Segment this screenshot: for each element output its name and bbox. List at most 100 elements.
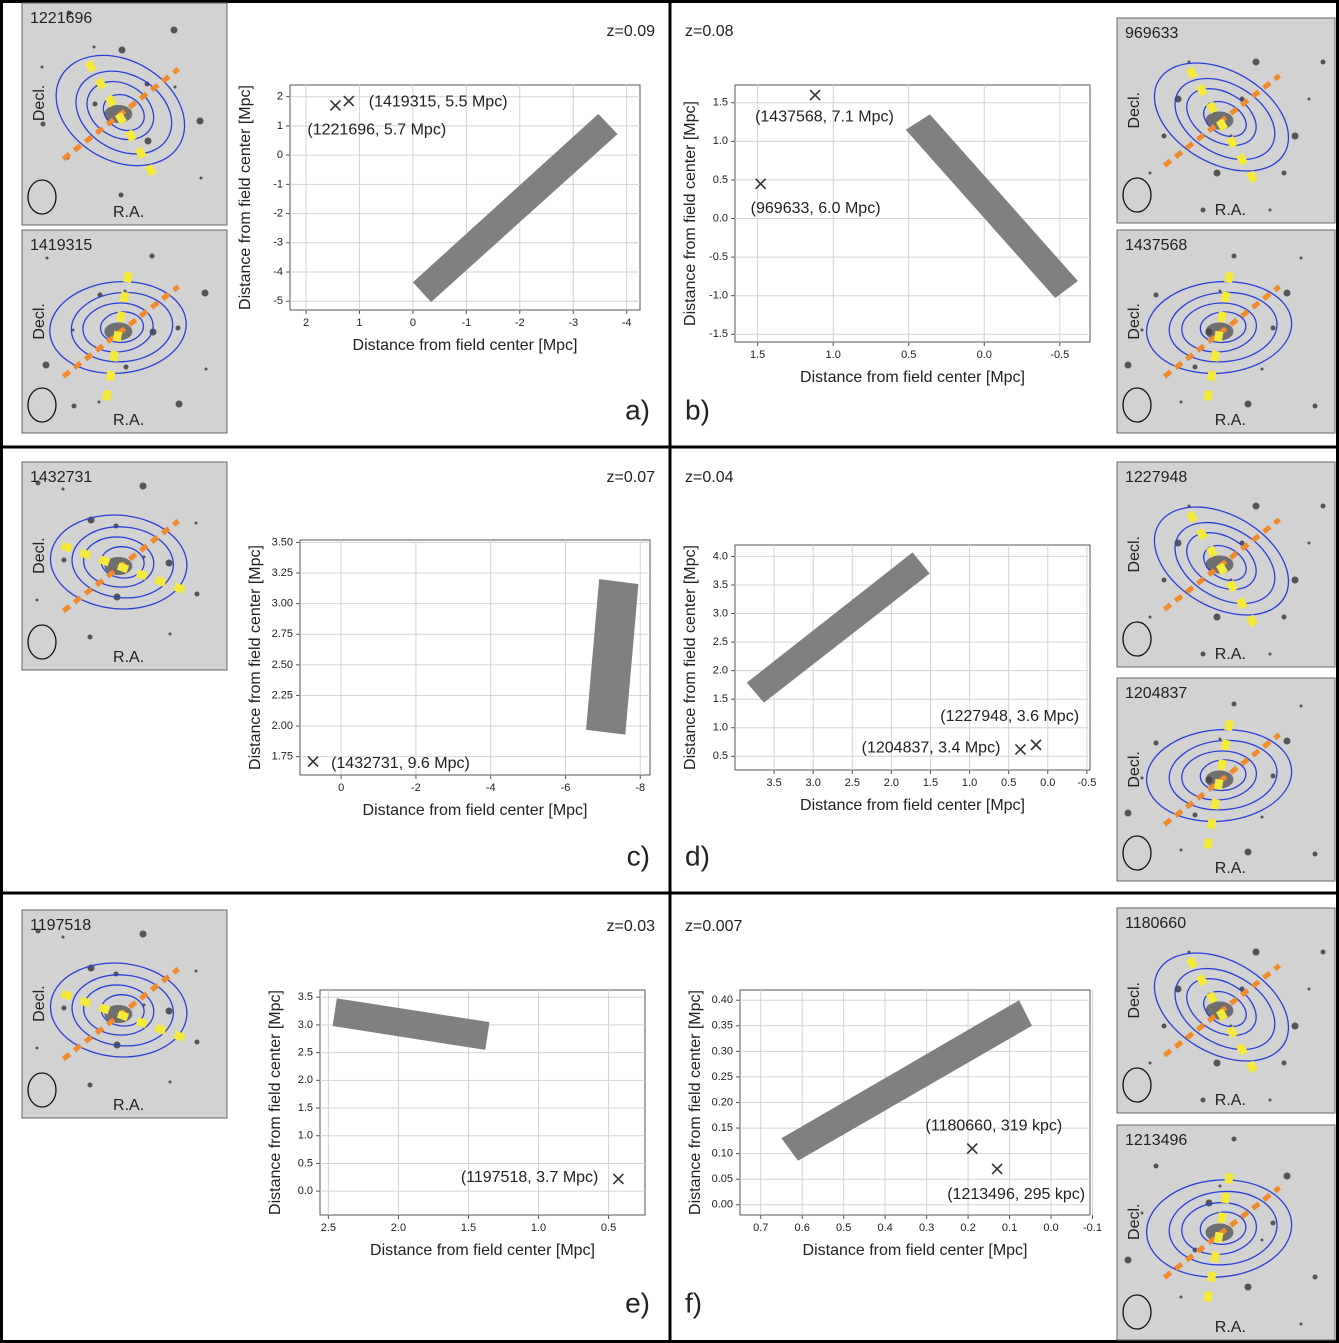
thumbnail-y-label: Decl.: [1126, 92, 1143, 128]
star: [1312, 1274, 1318, 1280]
pa-line: [1162, 284, 1282, 379]
star: [71, 403, 77, 409]
filament: [332, 998, 490, 1050]
pa-line: [61, 284, 180, 379]
star: [1291, 1022, 1299, 1030]
contour: [1186, 532, 1257, 591]
star: [1153, 292, 1159, 298]
y-tick-label: 0.15: [712, 1122, 733, 1134]
star: [1161, 577, 1167, 583]
beam: [27, 179, 57, 215]
contour: [86, 80, 155, 141]
beam: [1122, 177, 1152, 213]
x-tick-label: 0.6: [795, 1222, 810, 1234]
y-tick-label: 2.50: [272, 659, 293, 671]
star: [35, 480, 41, 486]
contour: [1168, 739, 1278, 811]
thumbnail-x-label: R.A.: [1215, 1319, 1246, 1336]
star: [199, 176, 203, 180]
star: [1299, 256, 1303, 260]
x-tick-label: -4: [486, 782, 496, 794]
y-tick-label: 2.75: [272, 628, 293, 640]
star: [1320, 503, 1326, 509]
panel-label: f): [685, 1287, 702, 1318]
star: [1270, 773, 1276, 779]
beam: [1122, 1067, 1152, 1103]
star: [1270, 1220, 1276, 1226]
contour: [1153, 952, 1290, 1062]
star: [1283, 737, 1291, 745]
contour: [1145, 728, 1293, 823]
star: [92, 101, 98, 107]
marker: [343, 95, 355, 107]
minor-axis-line: [1203, 271, 1234, 402]
x-axis-label: Distance from field center [Mpc]: [370, 1242, 595, 1259]
thumbnail-id: 1227948: [1125, 469, 1187, 486]
star: [1307, 987, 1311, 991]
thumbnail-y-label: Decl.: [31, 303, 48, 339]
x-tick-label: 0.3: [919, 1222, 934, 1234]
y-tick-label: -2: [273, 207, 283, 219]
beam: [1122, 387, 1152, 423]
thumbnail-id: 1221696: [30, 10, 92, 27]
point-label: (1213496, 295 kpc): [947, 1186, 1085, 1203]
minor-axis-line: [1185, 66, 1258, 184]
beam: [27, 1072, 57, 1108]
star: [1218, 1184, 1222, 1188]
panel-label: b): [685, 394, 710, 425]
contour: [49, 514, 188, 610]
y-tick-label: -1.5: [709, 328, 728, 340]
thumbnail-x-label: R.A.: [113, 649, 144, 666]
contour: [1203, 100, 1247, 138]
y-axis-label: Distance from field center [Mpc]: [682, 101, 699, 326]
star: [1153, 1163, 1159, 1169]
beam: [1122, 1294, 1152, 1330]
x-tick-label: 2.5: [845, 777, 860, 789]
y-tick-label: 0: [277, 149, 283, 161]
x-tick-label: -6: [561, 782, 571, 794]
thumbnail-y-label: Decl.: [31, 85, 48, 121]
star: [1179, 400, 1183, 404]
contour: [70, 291, 174, 363]
x-tick-label: -0.5: [1050, 349, 1069, 361]
x-tick-label: 2.5: [321, 1222, 336, 1234]
y-tick-label: 2.5: [298, 1047, 313, 1059]
marker: [966, 1142, 978, 1155]
x-axis-label: Distance from field center [Mpc]: [800, 797, 1025, 814]
y-tick-label: 2.00: [272, 720, 293, 732]
star: [1153, 740, 1159, 746]
star: [1161, 133, 1167, 139]
beam: [1122, 621, 1152, 657]
y-tick-label: 3.5: [713, 579, 728, 591]
star: [1231, 253, 1237, 259]
star: [1281, 614, 1287, 620]
x-tick-label: 3.5: [766, 777, 781, 789]
point-label: (1197518, 3.7 Mpc): [461, 1169, 599, 1186]
y-tick-label: 4.0: [713, 550, 728, 562]
contour: [75, 70, 173, 155]
point-label: (1419315, 5.5 Mpc): [369, 93, 508, 110]
contour: [1145, 1179, 1293, 1278]
point-label: (1204837, 3.4 Mpc): [862, 740, 1001, 757]
star: [45, 256, 49, 260]
beam: [27, 624, 57, 660]
y-axis-label: Distance from field center [Mpc]: [687, 990, 704, 1215]
contour: [71, 974, 174, 1047]
y-tick-label: 3.0: [713, 607, 728, 619]
contour: [1186, 978, 1257, 1037]
thumbnail-id: 1432731: [30, 469, 92, 486]
contour: [82, 984, 155, 1036]
star: [194, 969, 198, 973]
star: [1124, 809, 1132, 817]
x-tick-label: -0.5: [1077, 777, 1096, 789]
y-tick-label: 1.0: [713, 722, 728, 734]
galaxy-thumbnail: 1419315 Decl. R.A.: [21, 229, 228, 434]
star: [1192, 812, 1198, 818]
galaxy-thumbnail: 1204837 Decl. R.A.: [1116, 677, 1336, 882]
y-tick-label: 1.5: [713, 97, 728, 109]
star: [149, 253, 155, 259]
marker: [755, 178, 767, 190]
thumbnail-id: 1437568: [1125, 237, 1187, 254]
star: [1281, 170, 1287, 176]
